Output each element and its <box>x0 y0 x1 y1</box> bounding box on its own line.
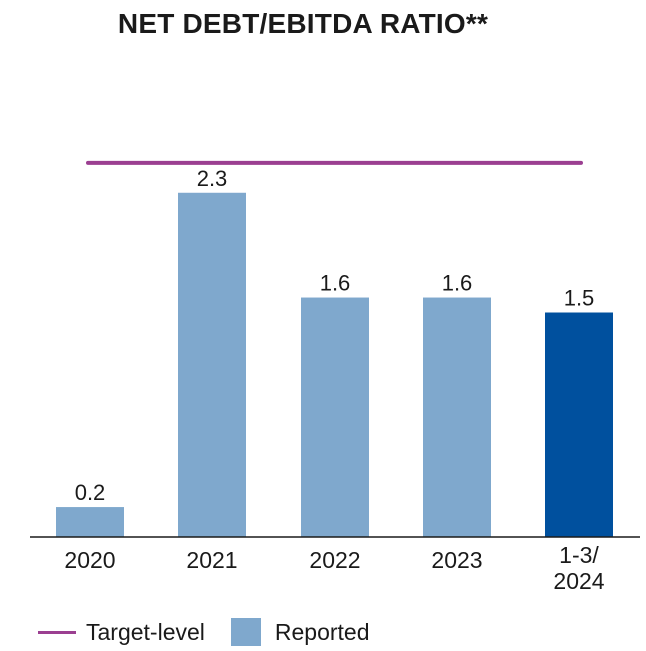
bar-0 <box>56 507 124 537</box>
legend-target-line-marker <box>38 630 76 634</box>
x-tick-label-0: 2020 <box>64 547 115 573</box>
x-tick-label-3: 2023 <box>431 547 482 573</box>
bar-value-label-3: 1.6 <box>442 271 473 296</box>
x-tick-label-2: 2022 <box>309 547 360 573</box>
chart-title: NET DEBT/EBITDA RATIO** <box>117 8 489 39</box>
legend-item-target: Target-level <box>38 619 205 646</box>
legend: Target-level Reported <box>38 618 396 646</box>
bar-4 <box>545 312 613 537</box>
bar-1 <box>178 192 246 537</box>
legend-reported-swatch <box>230 618 261 646</box>
x-tick-label-1: 2021 <box>186 547 237 573</box>
x-tick-label-4: 1-3/2024 <box>553 542 604 594</box>
bar-chart: 0.2 2.3 1.6 1.6 1.5 2020 2021 2022 2023 1-3/2024 <box>30 160 640 594</box>
bar-value-label-2: 1.6 <box>320 271 351 296</box>
bar-2 <box>301 297 369 537</box>
bar-3 <box>423 297 491 537</box>
bar-value-label-4: 1.5 <box>564 286 595 311</box>
legend-item-reported: Reported <box>230 618 370 646</box>
bar-value-label-1: 2.3 <box>197 166 228 191</box>
legend-target-label: Target-level <box>86 618 205 645</box>
bar-value-label-0: 0.2 <box>75 480 106 505</box>
legend-reported-label: Reported <box>274 618 370 645</box>
